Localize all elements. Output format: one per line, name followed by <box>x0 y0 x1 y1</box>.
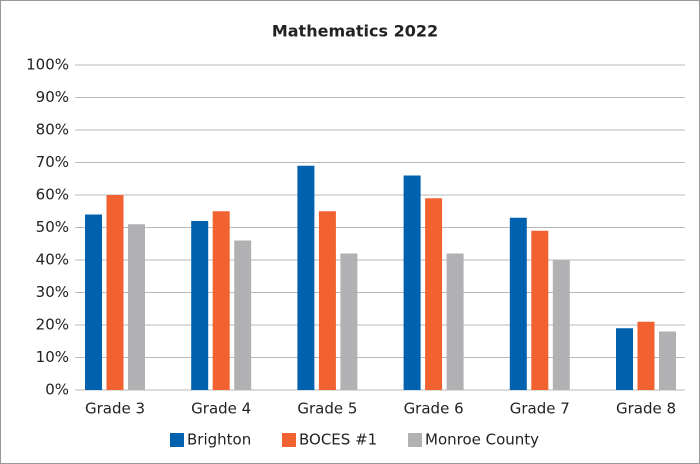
bar <box>85 214 102 390</box>
bar <box>318 211 336 390</box>
bar <box>191 221 209 390</box>
legend-label: Brighton <box>187 431 251 449</box>
bar <box>659 331 676 390</box>
chart-title: Mathematics 2022 <box>272 22 438 41</box>
y-tick-label: 70% <box>36 153 69 171</box>
y-tick-label: 50% <box>36 218 69 236</box>
y-tick-label: 30% <box>36 283 69 301</box>
y-tick-label: 80% <box>36 121 69 139</box>
y-tick-label: 60% <box>36 186 69 204</box>
y-tick-label: 0% <box>45 381 69 399</box>
bar <box>403 175 421 390</box>
bar <box>552 260 570 390</box>
legend-swatch <box>282 433 296 447</box>
y-tick-label: 90% <box>36 88 69 106</box>
y-tick-label: 40% <box>36 251 69 269</box>
bar <box>234 240 252 390</box>
bar <box>297 165 315 390</box>
x-tick-label: Grade 8 <box>616 400 676 418</box>
legend-label: Monroe County <box>425 431 539 449</box>
y-tick-label: 20% <box>36 316 69 334</box>
x-tick-label: Grade 6 <box>404 400 464 418</box>
bar <box>106 195 124 390</box>
bar <box>531 230 549 390</box>
x-tick-label: Grade 7 <box>510 400 570 418</box>
bar <box>425 198 443 390</box>
bar <box>509 217 527 390</box>
y-tick-label: 100% <box>26 56 69 74</box>
bar <box>637 321 655 390</box>
bar <box>128 224 145 390</box>
x-tick-label: Grade 4 <box>191 400 251 418</box>
bar <box>616 328 633 390</box>
legend-swatch <box>170 433 184 447</box>
legend-swatch <box>408 433 422 447</box>
bar <box>446 253 464 390</box>
x-tick-label: Grade 5 <box>297 400 357 418</box>
bar <box>212 211 230 390</box>
y-tick-label: 10% <box>36 348 69 366</box>
legend-label: BOCES #1 <box>299 431 377 449</box>
bar <box>340 253 358 390</box>
x-tick-label: Grade 3 <box>85 400 145 418</box>
